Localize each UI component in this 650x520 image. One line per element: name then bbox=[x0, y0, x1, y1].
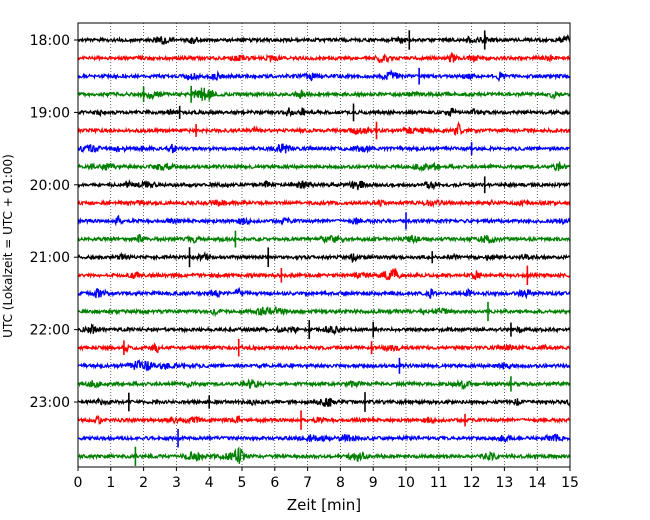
trace-2045 bbox=[77, 233, 571, 245]
x-tick-label: 6 bbox=[270, 475, 279, 491]
trace-2115 bbox=[77, 267, 571, 281]
trace-2015 bbox=[77, 198, 571, 209]
x-tick-label: 8 bbox=[336, 475, 345, 491]
y-axis-label: UTC (Lokalzeit = UTC + 01:00) bbox=[1, 154, 15, 338]
x-tick-label: 7 bbox=[303, 475, 312, 491]
trace-2130 bbox=[77, 286, 571, 300]
trace-2100 bbox=[77, 250, 571, 264]
x-tick-label: 9 bbox=[369, 475, 378, 491]
y-tick-label: 19:00 bbox=[30, 105, 70, 121]
x-axis-ticks: 0 1 2 3 4 5 6 7 8 9 10 11 12 13 14 15 bbox=[74, 467, 579, 491]
trace-1900 bbox=[77, 107, 571, 118]
x-tick-label: 4 bbox=[205, 475, 214, 491]
y-tick-label: 18:00 bbox=[30, 33, 70, 49]
trace-1915 bbox=[77, 120, 571, 136]
trace-2230 bbox=[77, 358, 571, 372]
x-tick-label: 2 bbox=[139, 475, 148, 491]
trace-2215 bbox=[77, 342, 571, 354]
x-tick-label: 5 bbox=[238, 475, 247, 491]
trace-2030 bbox=[77, 214, 571, 227]
x-axis-label: Zeit [min] bbox=[287, 496, 361, 514]
y-tick-label: 20:00 bbox=[30, 178, 70, 194]
trace-1845 bbox=[77, 87, 571, 102]
trace-2330 bbox=[77, 433, 571, 444]
trace-2315 bbox=[77, 414, 571, 425]
x-tick-label: 10 bbox=[397, 475, 415, 491]
x-tick-label: 15 bbox=[561, 475, 579, 491]
seismogram-traces bbox=[77, 30, 571, 466]
trace-1815 bbox=[77, 51, 571, 64]
y-tick-label: 23:00 bbox=[30, 395, 70, 411]
trace-2300 bbox=[77, 397, 571, 408]
x-tick-label: 13 bbox=[495, 475, 513, 491]
plot-frame bbox=[77, 22, 571, 468]
x-tick-label: 0 bbox=[74, 475, 83, 491]
trace-2245 bbox=[77, 378, 571, 391]
x-tick-label: 14 bbox=[528, 475, 546, 491]
trace-1930 bbox=[77, 143, 571, 154]
trace-1830 bbox=[77, 68, 571, 83]
x-tick-label: 11 bbox=[430, 475, 448, 491]
y-tick-label: 21:00 bbox=[30, 250, 70, 266]
trace-1945 bbox=[77, 160, 571, 173]
trace-2345 bbox=[78, 446, 571, 464]
trace-2000 bbox=[77, 178, 571, 191]
y-axis-ticks: 18:00 19:00 20:00 21:00 22:00 23:00 bbox=[30, 33, 78, 411]
trace-2145 bbox=[77, 305, 571, 318]
x-tick-label: 12 bbox=[463, 475, 481, 491]
x-tick-label: 1 bbox=[106, 475, 115, 491]
x-tick-label: 3 bbox=[172, 475, 181, 491]
y-tick-label: 22:00 bbox=[30, 323, 70, 339]
trace-2200 bbox=[77, 322, 571, 336]
trace-1800 bbox=[77, 34, 571, 45]
